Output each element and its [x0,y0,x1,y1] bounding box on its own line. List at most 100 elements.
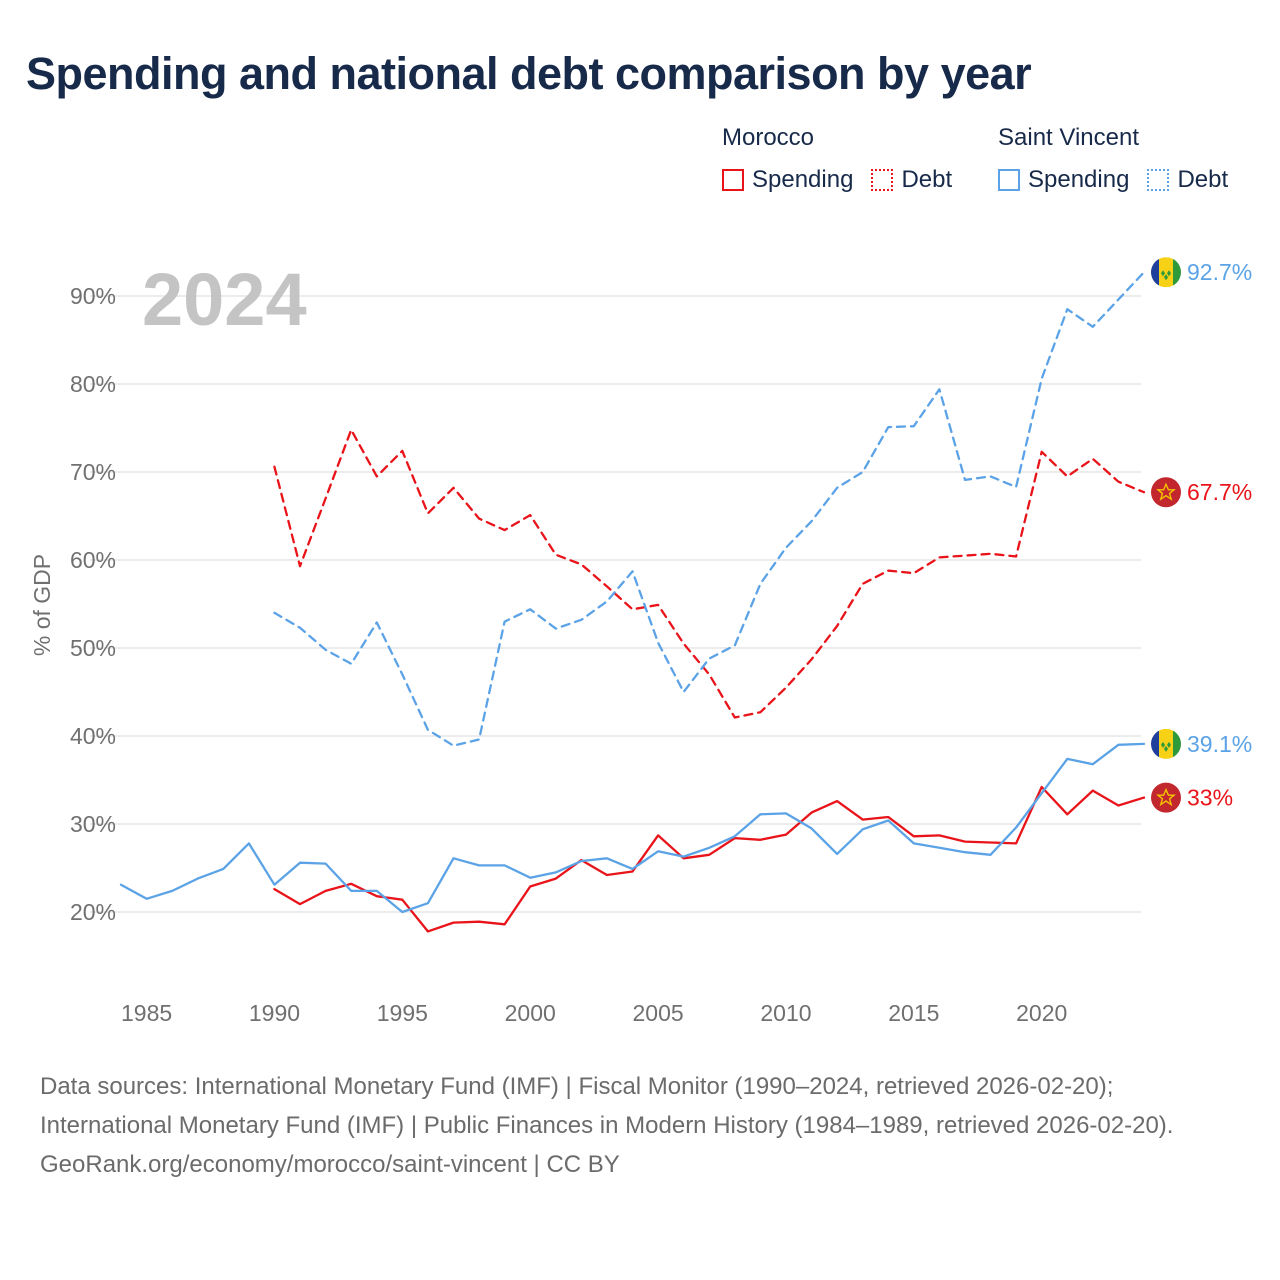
data-point[interactable] [784,686,788,690]
data-point[interactable] [937,846,941,850]
data-point[interactable] [733,643,737,647]
data-point[interactable] [324,648,328,652]
legend-saint-vincent-spending[interactable]: Spending [998,166,1129,194]
data-point[interactable] [631,607,635,611]
data-point[interactable] [1014,841,1018,845]
data-point[interactable] [1014,485,1018,489]
data-point[interactable] [605,584,609,588]
data-point[interactable] [272,883,276,887]
data-point[interactable] [912,834,916,838]
data-point[interactable] [861,470,865,474]
data-point[interactable] [477,863,481,867]
data-point[interactable] [349,428,353,432]
data-point[interactable] [656,833,660,837]
data-point[interactable] [451,921,455,925]
data-point[interactable] [1091,789,1095,793]
data-point[interactable] [886,425,890,429]
data-point[interactable] [528,884,532,888]
data-point[interactable] [758,582,762,586]
series-line-morocco-spending[interactable] [273,785,1146,933]
data-point[interactable] [1065,307,1069,311]
data-point[interactable] [937,555,941,559]
data-point[interactable] [656,603,660,607]
data-point[interactable] [554,870,558,874]
data-point[interactable] [835,624,839,628]
data-point[interactable] [886,815,890,819]
data-point[interactable] [835,852,839,856]
data-point[interactable] [682,855,686,859]
data-point[interactable] [989,853,993,857]
data-point[interactable] [1116,298,1120,302]
data-point[interactable] [451,744,455,748]
data-point[interactable] [1116,480,1120,484]
data-point[interactable] [835,486,839,490]
data-point[interactable] [298,564,302,568]
data-point[interactable] [963,840,967,844]
data-point[interactable] [912,571,916,575]
data-point[interactable] [861,582,865,586]
data-point[interactable] [1065,757,1069,761]
data-point[interactable] [1142,742,1146,746]
data-point[interactable] [426,929,430,933]
data-point[interactable] [503,528,507,532]
data-point[interactable] [963,478,967,482]
data-point[interactable] [1014,826,1018,830]
data-point[interactable] [349,662,353,666]
data-point[interactable] [912,424,916,428]
data-point[interactable] [1116,743,1120,747]
data-point[interactable] [503,922,507,926]
data-point[interactable] [451,486,455,490]
data-point[interactable] [145,897,149,901]
data-point[interactable] [656,641,660,645]
data-point[interactable] [1040,450,1044,454]
data-point[interactable] [937,387,941,391]
data-point[interactable] [1065,812,1069,816]
data-point[interactable] [272,611,276,615]
data-point[interactable] [579,562,583,566]
data-point[interactable] [1091,325,1095,329]
data-point[interactable] [426,901,430,905]
data-point[interactable] [298,902,302,906]
data-point[interactable] [1014,554,1018,558]
data-point[interactable] [400,898,404,902]
data-point[interactable] [886,818,890,822]
data-point[interactable] [1040,785,1044,789]
data-point[interactable] [1142,796,1146,800]
data-point[interactable] [247,841,251,845]
data-point[interactable] [784,833,788,837]
data-point[interactable] [375,620,379,624]
data-point[interactable] [503,863,507,867]
data-point[interactable] [426,728,430,732]
data-point[interactable] [810,826,814,830]
data-point[interactable] [375,889,379,893]
data-point[interactable] [554,627,558,631]
data-point[interactable] [810,657,814,661]
series-line-saint-vincent-debt[interactable] [273,271,1146,747]
legend-morocco-debt[interactable]: Debt [871,166,952,194]
data-point[interactable] [989,474,993,478]
data-point[interactable] [221,867,225,871]
data-point[interactable] [861,818,865,822]
data-point[interactable] [810,519,814,523]
data-point[interactable] [1040,791,1044,795]
data-point[interactable] [375,474,379,478]
data-point[interactable] [451,856,455,860]
data-point[interactable] [324,889,328,893]
data-point[interactable] [324,862,328,866]
data-point[interactable] [349,889,353,893]
data-point[interactable] [758,812,762,816]
data-point[interactable] [400,910,404,914]
data-point[interactable] [989,840,993,844]
data-point[interactable] [503,620,507,624]
data-point[interactable] [375,894,379,898]
data-point[interactable] [1116,804,1120,808]
data-point[interactable] [119,883,123,887]
data-point[interactable] [400,449,404,453]
data-point[interactable] [477,738,481,742]
data-point[interactable] [707,846,711,850]
data-point[interactable] [298,861,302,865]
data-point[interactable] [682,690,686,694]
data-point[interactable] [400,672,404,676]
data-point[interactable] [528,513,532,517]
data-point[interactable] [656,849,660,853]
